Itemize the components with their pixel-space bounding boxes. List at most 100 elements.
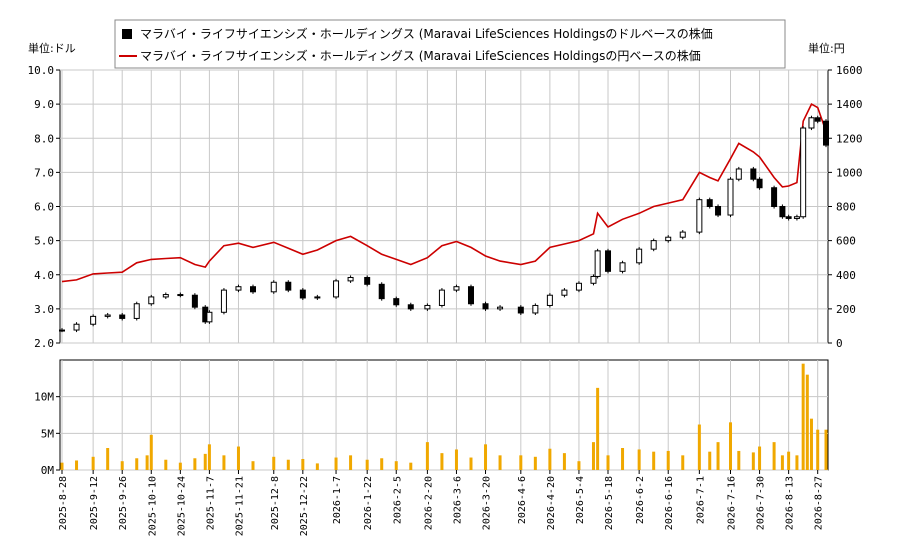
price-candle bbox=[73, 323, 80, 331]
volume-bar bbox=[780, 455, 784, 470]
price-candle bbox=[162, 294, 169, 298]
price-candle bbox=[636, 248, 643, 264]
volume-bar bbox=[349, 455, 353, 470]
volume-bar bbox=[772, 442, 776, 470]
yen-tick-label: 200 bbox=[836, 303, 856, 316]
volume-bar bbox=[106, 448, 110, 470]
volume-bar bbox=[751, 452, 755, 470]
volume-bar bbox=[409, 462, 413, 470]
volume-tick-label: 0M bbox=[41, 464, 55, 477]
date-tick-label: 2026-5-4 bbox=[575, 476, 586, 524]
volume-tick-label: 10M bbox=[34, 391, 54, 404]
date-tick-label: 2025-12-22 bbox=[299, 476, 310, 536]
volume-bar bbox=[816, 429, 820, 470]
volume-bar bbox=[469, 457, 473, 470]
volume-bar bbox=[60, 462, 64, 470]
volume-bar bbox=[425, 442, 429, 470]
yen-tick-label: 400 bbox=[836, 269, 856, 282]
price-tick-label: 9.0 bbox=[34, 98, 54, 111]
volume-bar bbox=[315, 463, 319, 470]
price-candle bbox=[650, 240, 657, 250]
date-tick-label: 2026-5-18 bbox=[604, 476, 615, 530]
volume-bar bbox=[533, 456, 537, 470]
volume-bar bbox=[596, 387, 600, 470]
price-tick-label: 4.0 bbox=[34, 269, 54, 282]
price-candle bbox=[808, 117, 815, 129]
price-candle bbox=[665, 236, 672, 242]
usd-price-series bbox=[59, 115, 829, 333]
volume-bar bbox=[824, 429, 828, 470]
volume-bar bbox=[272, 456, 276, 470]
price-candle bbox=[706, 199, 713, 208]
volume-bar bbox=[222, 455, 226, 470]
date-tick-label: 2026-7-30 bbox=[756, 476, 767, 530]
volume-bar bbox=[365, 459, 369, 470]
volume-bar bbox=[380, 458, 384, 470]
yen-tick-label: 800 bbox=[836, 201, 856, 214]
price-axis-right: 0 200 400 600 800 1000 1200 1400 1600 bbox=[828, 64, 863, 350]
jpy-price-series bbox=[61, 102, 827, 283]
volume-bar bbox=[737, 450, 741, 470]
volume-bar bbox=[251, 461, 255, 470]
date-tick-label: 2026-2-5 bbox=[392, 476, 403, 524]
price-candle bbox=[696, 199, 703, 233]
price-candle bbox=[497, 306, 504, 310]
volume-bar bbox=[75, 460, 79, 470]
price-candle bbox=[299, 289, 306, 299]
price-candle bbox=[779, 206, 786, 218]
date-tick-label: 2026-6-16 bbox=[664, 476, 675, 530]
date-tick-label: 2025-9-26 bbox=[118, 476, 129, 530]
volume-bar bbox=[164, 459, 168, 470]
price-candle bbox=[517, 306, 524, 314]
volume-axis: 0M 5M 10M bbox=[34, 391, 60, 477]
volume-bar bbox=[577, 461, 581, 470]
volume-bar bbox=[716, 442, 720, 470]
volume-bar bbox=[286, 459, 290, 470]
price-candle bbox=[715, 206, 722, 216]
price-candle bbox=[133, 303, 140, 319]
price-candle bbox=[119, 314, 126, 319]
price-candle bbox=[393, 298, 400, 306]
price-axis-left: 2.0 3.0 4.0 5.0 6.0 7.0 8.0 9.0 10.0 bbox=[28, 64, 60, 350]
volume-bar bbox=[440, 453, 444, 470]
volume-bar bbox=[809, 418, 813, 470]
volume-bar bbox=[91, 456, 95, 470]
volume-bar bbox=[149, 434, 153, 470]
volume-bar bbox=[729, 422, 732, 470]
price-candle bbox=[561, 289, 568, 296]
volume-bar bbox=[454, 449, 458, 470]
date-tick-label: 2026-1-22 bbox=[363, 476, 374, 530]
price-candle bbox=[735, 168, 742, 180]
price-tick-label: 8.0 bbox=[34, 132, 54, 145]
date-axis: 2025-8-28 2025-9-12 2025-9-26 2025-10-10 202… bbox=[58, 470, 825, 536]
price-candle bbox=[250, 286, 256, 293]
volume-bar bbox=[135, 458, 139, 470]
volume-bar bbox=[519, 455, 523, 470]
volume-bar bbox=[606, 455, 610, 470]
price-panel: 2.0 3.0 4.0 5.0 6.0 7.0 8.0 9.0 10.0 0 200 400 600 8… bbox=[28, 64, 863, 350]
yen-tick-label: 1000 bbox=[836, 166, 863, 179]
price-candle bbox=[285, 281, 292, 291]
price-candle bbox=[793, 216, 800, 219]
price-candle bbox=[800, 127, 807, 218]
price-candle bbox=[814, 117, 821, 122]
volume-panel: 0M 5M 10M bbox=[34, 359, 829, 477]
date-tick-label: 2026-4-20 bbox=[546, 476, 557, 530]
yen-tick-label: 600 bbox=[836, 235, 856, 248]
price-candle bbox=[59, 329, 65, 332]
date-tick-label: 2026-3-20 bbox=[482, 476, 493, 530]
volume-bar bbox=[207, 444, 211, 470]
price-candle bbox=[771, 187, 778, 207]
price-grid bbox=[60, 69, 828, 344]
price-candle bbox=[605, 250, 612, 272]
volume-bar bbox=[120, 461, 124, 470]
volume-bar bbox=[548, 448, 552, 470]
yen-tick-label: 1200 bbox=[836, 132, 863, 145]
legend-marker-usd bbox=[122, 29, 132, 39]
price-candle bbox=[756, 178, 763, 189]
volume-bar bbox=[697, 424, 701, 470]
volume-bar bbox=[681, 455, 685, 470]
date-tick-label: 2025-10-10 bbox=[147, 476, 158, 536]
date-tick-label: 2025-10-24 bbox=[176, 476, 187, 536]
